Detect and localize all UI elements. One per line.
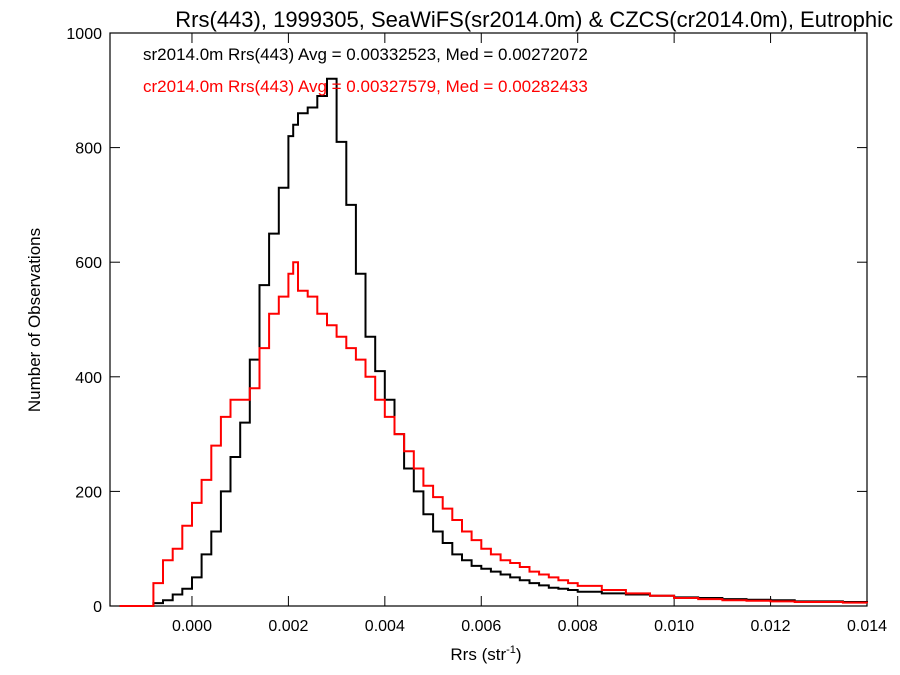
y-tick-label: 400 bbox=[75, 370, 102, 387]
x-tick-label: 0.010 bbox=[654, 618, 694, 635]
plot-area: 0.000 0.002 0.004 0.006 0.008 0.010 0.012 0.014… bbox=[66, 26, 887, 635]
y-tick-label: 200 bbox=[75, 484, 102, 501]
y-axis-label: Number of Observations bbox=[25, 228, 44, 412]
x-axis-ticks: 0.000 0.002 0.004 0.006 0.008 0.010 0.012 0.014 bbox=[172, 33, 887, 635]
plot-frame bbox=[109, 32, 868, 607]
y-tick-label: 600 bbox=[75, 255, 102, 272]
x-tick-label: 0.014 bbox=[847, 618, 887, 635]
x-tick-label: 0.012 bbox=[751, 618, 791, 635]
x-tick-label: 0.002 bbox=[268, 618, 308, 635]
x-tick-label: 0.000 bbox=[172, 618, 212, 635]
x-axis-label-superscript: -1 bbox=[506, 644, 516, 656]
x-tick-label: 0.004 bbox=[365, 618, 405, 635]
x-axis-label-main: Rrs (str bbox=[450, 645, 506, 664]
series-line-sr2014-0m bbox=[119, 77, 868, 607]
x-axis-label-close: ) bbox=[516, 645, 522, 664]
x-tick-label: 0.006 bbox=[461, 618, 501, 635]
x-axis-label: Rrs (str-1) bbox=[450, 644, 521, 664]
series-group bbox=[119, 77, 868, 607]
stat-annotation-sr2014: sr2014.0m Rrs(443) Avg = 0.00332523, Med… bbox=[143, 45, 588, 64]
stat-annotation-cr2014: cr2014.0m Rrs(443) Avg = 0.00327579, Med… bbox=[143, 77, 588, 96]
series-line-cr2014-0m bbox=[119, 261, 868, 607]
x-tick-label: 0.008 bbox=[558, 618, 598, 635]
y-axis-ticks: 0 200 400 600 800 1000 bbox=[66, 26, 867, 616]
y-tick-label: 1000 bbox=[66, 26, 102, 43]
chart-title: Rrs(443), 1999305, SeaWiFS(sr2014.0m) & … bbox=[175, 7, 893, 32]
y-tick-label: 0 bbox=[93, 599, 102, 616]
y-tick-label: 800 bbox=[75, 141, 102, 158]
